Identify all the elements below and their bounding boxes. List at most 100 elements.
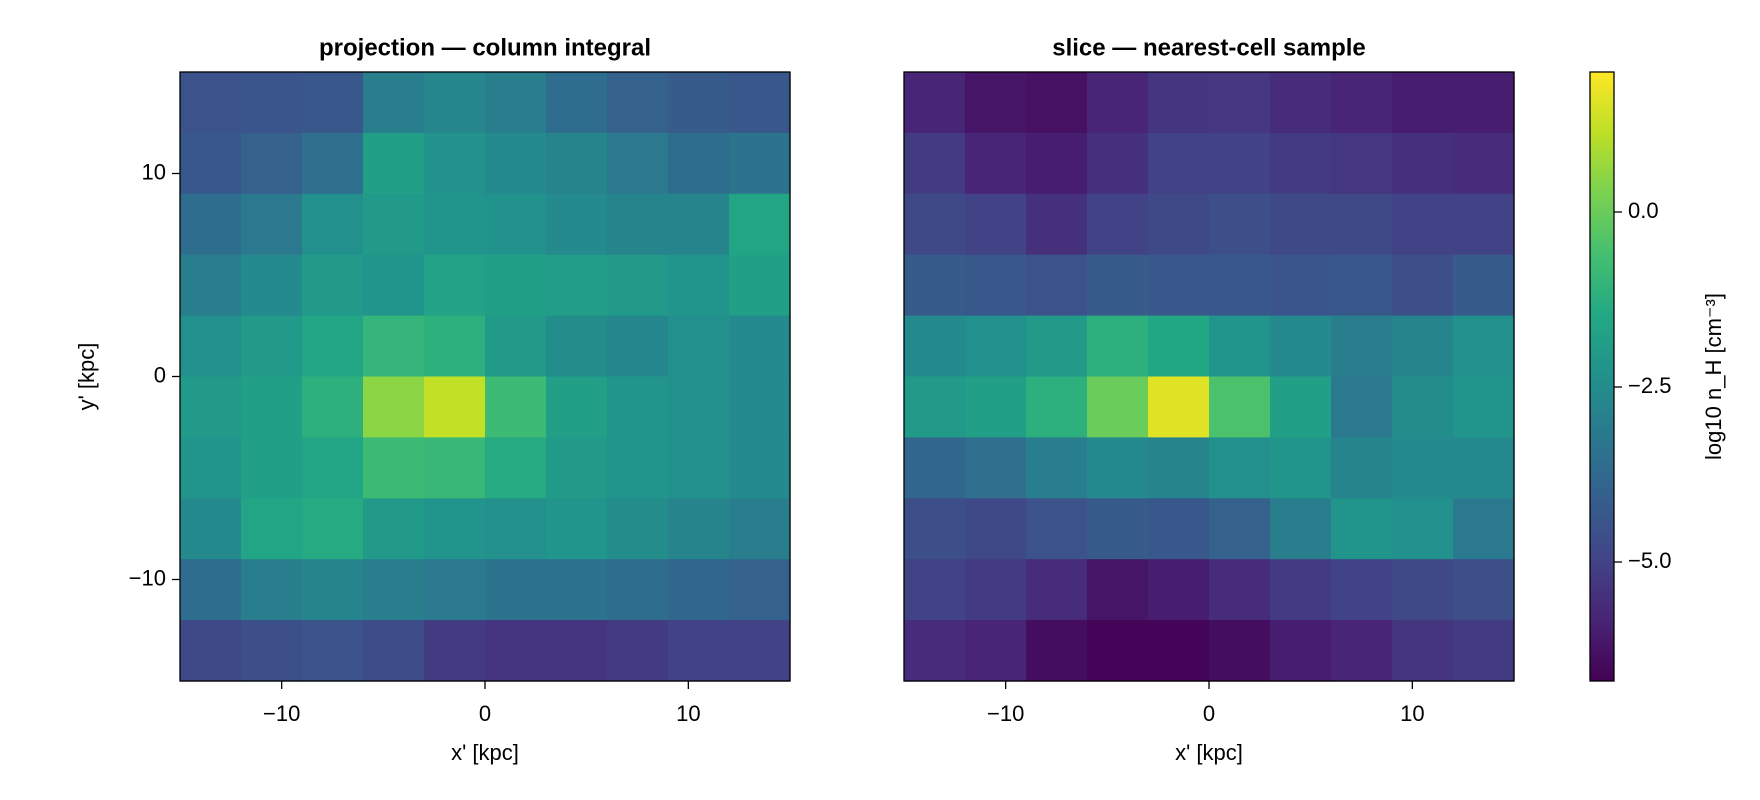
heatmap-cell <box>1026 376 1088 438</box>
heatmap-cell <box>1148 72 1210 134</box>
heatmap-cell <box>965 498 1027 560</box>
heatmap-cell <box>1209 559 1271 621</box>
heatmap-cell <box>546 376 608 438</box>
heatmap-cell <box>1453 72 1515 134</box>
heatmap-cell <box>607 254 669 317</box>
heatmap-cell <box>904 437 966 499</box>
colorbar-label: log10 n_H [cm⁻³] <box>1701 293 1726 460</box>
heatmap-cell <box>1392 437 1454 499</box>
heatmap-cell <box>1392 193 1454 256</box>
heatmap-cell <box>241 315 303 378</box>
heatmap-cell <box>1087 193 1149 256</box>
heatmap-cell <box>363 559 425 621</box>
heatmap-cell <box>904 559 966 621</box>
heatmap-cell <box>1392 620 1454 682</box>
heatmap-cell <box>424 132 486 195</box>
colorbar-tick-label: 0.0 <box>1628 198 1659 223</box>
heatmap-cell <box>302 132 364 195</box>
heatmap-cell <box>546 559 608 621</box>
heatmap-cell <box>1026 559 1088 621</box>
heatmap-cell <box>302 193 364 256</box>
heatmap-cell <box>180 498 242 560</box>
heatmap-cell <box>965 132 1027 195</box>
heatmap-cell <box>485 559 547 621</box>
heatmap-cell <box>302 254 364 317</box>
heatmap-cell <box>485 193 547 256</box>
heatmap-cell <box>180 193 242 256</box>
heatmap-cell <box>1148 559 1210 621</box>
x-tick-label: −10 <box>987 701 1024 726</box>
heatmap-cell <box>1148 132 1210 195</box>
heatmap-cell <box>1087 559 1149 621</box>
heatmap-cell <box>1453 559 1515 621</box>
colorbar <box>1589 71 1615 682</box>
heatmap-cell <box>546 498 608 560</box>
heatmap-cell <box>1453 620 1515 682</box>
heatmap-cell <box>1453 315 1515 378</box>
colorbar-tick-label: −2.5 <box>1628 373 1671 398</box>
heatmap-cell <box>485 620 547 682</box>
heatmap-cell <box>668 559 730 621</box>
heatmap-cell <box>1270 315 1332 378</box>
heatmap-cell <box>965 193 1027 256</box>
heatmap-cell <box>1148 620 1210 682</box>
heatmap-cell <box>904 620 966 682</box>
heatmap-cell <box>607 498 669 560</box>
heatmap-cell <box>668 315 730 378</box>
heatmap-cell <box>965 620 1027 682</box>
heatmap-cell <box>1270 72 1332 134</box>
heatmap-cell <box>607 437 669 499</box>
heatmap-cell <box>180 72 242 134</box>
heatmap-cell <box>1331 376 1393 438</box>
heatmap-cell <box>1026 132 1088 195</box>
heatmap-cell <box>729 193 791 256</box>
heatmap-cell <box>1087 376 1149 438</box>
heatmap-cell <box>1087 620 1149 682</box>
heatmap-cell <box>241 72 303 134</box>
heatmap-cell <box>1026 620 1088 682</box>
heatmap-cell <box>1148 376 1210 438</box>
heatmap-cell <box>546 132 608 195</box>
heatmap-cell <box>965 254 1027 317</box>
heatmap-cell <box>729 559 791 621</box>
heatmap-cell <box>729 498 791 560</box>
heatmap-cell <box>1392 376 1454 438</box>
heatmap-cell <box>1026 72 1088 134</box>
heatmap-cell <box>729 376 791 438</box>
heatmap-cell <box>965 437 1027 499</box>
heatmap-cell <box>1453 254 1515 317</box>
x-tick-label: 10 <box>1400 701 1424 726</box>
heatmap-cell <box>1331 193 1393 256</box>
heatmap-cell <box>485 132 547 195</box>
heatmap-cell <box>424 254 486 317</box>
heatmap-cell <box>1331 254 1393 317</box>
heatmap-cell <box>302 559 364 621</box>
heatmap-cell <box>241 193 303 256</box>
heatmap-cell <box>1209 315 1271 378</box>
heatmap-cell <box>1148 254 1210 317</box>
heatmap-cell <box>180 254 242 317</box>
heatmap-cell <box>1270 254 1332 317</box>
heatmap-cell <box>1209 620 1271 682</box>
heatmap-cell <box>1331 437 1393 499</box>
y-tick-label: −10 <box>129 565 166 590</box>
heatmap-cell <box>729 254 791 317</box>
heatmap-cell <box>668 72 730 134</box>
heatmap-cell <box>1026 193 1088 256</box>
heatmap-cell <box>668 193 730 256</box>
heatmap-cell <box>546 72 608 134</box>
heatmap-cell <box>668 376 730 438</box>
heatmap-cell <box>180 315 242 378</box>
heatmap-cell <box>485 315 547 378</box>
heatmap-cell <box>180 132 242 195</box>
heatmap-cell <box>1209 376 1271 438</box>
heatmap-cell <box>668 437 730 499</box>
heatmap-cell <box>1392 498 1454 560</box>
heatmap-cell <box>904 498 966 560</box>
heatmap-cell <box>965 72 1027 134</box>
heatmap-cell <box>1453 376 1515 438</box>
heatmap-cell <box>1392 254 1454 317</box>
heatmap-cell <box>363 254 425 317</box>
heatmap-cell <box>1087 315 1149 378</box>
heatmap-cell <box>363 376 425 438</box>
